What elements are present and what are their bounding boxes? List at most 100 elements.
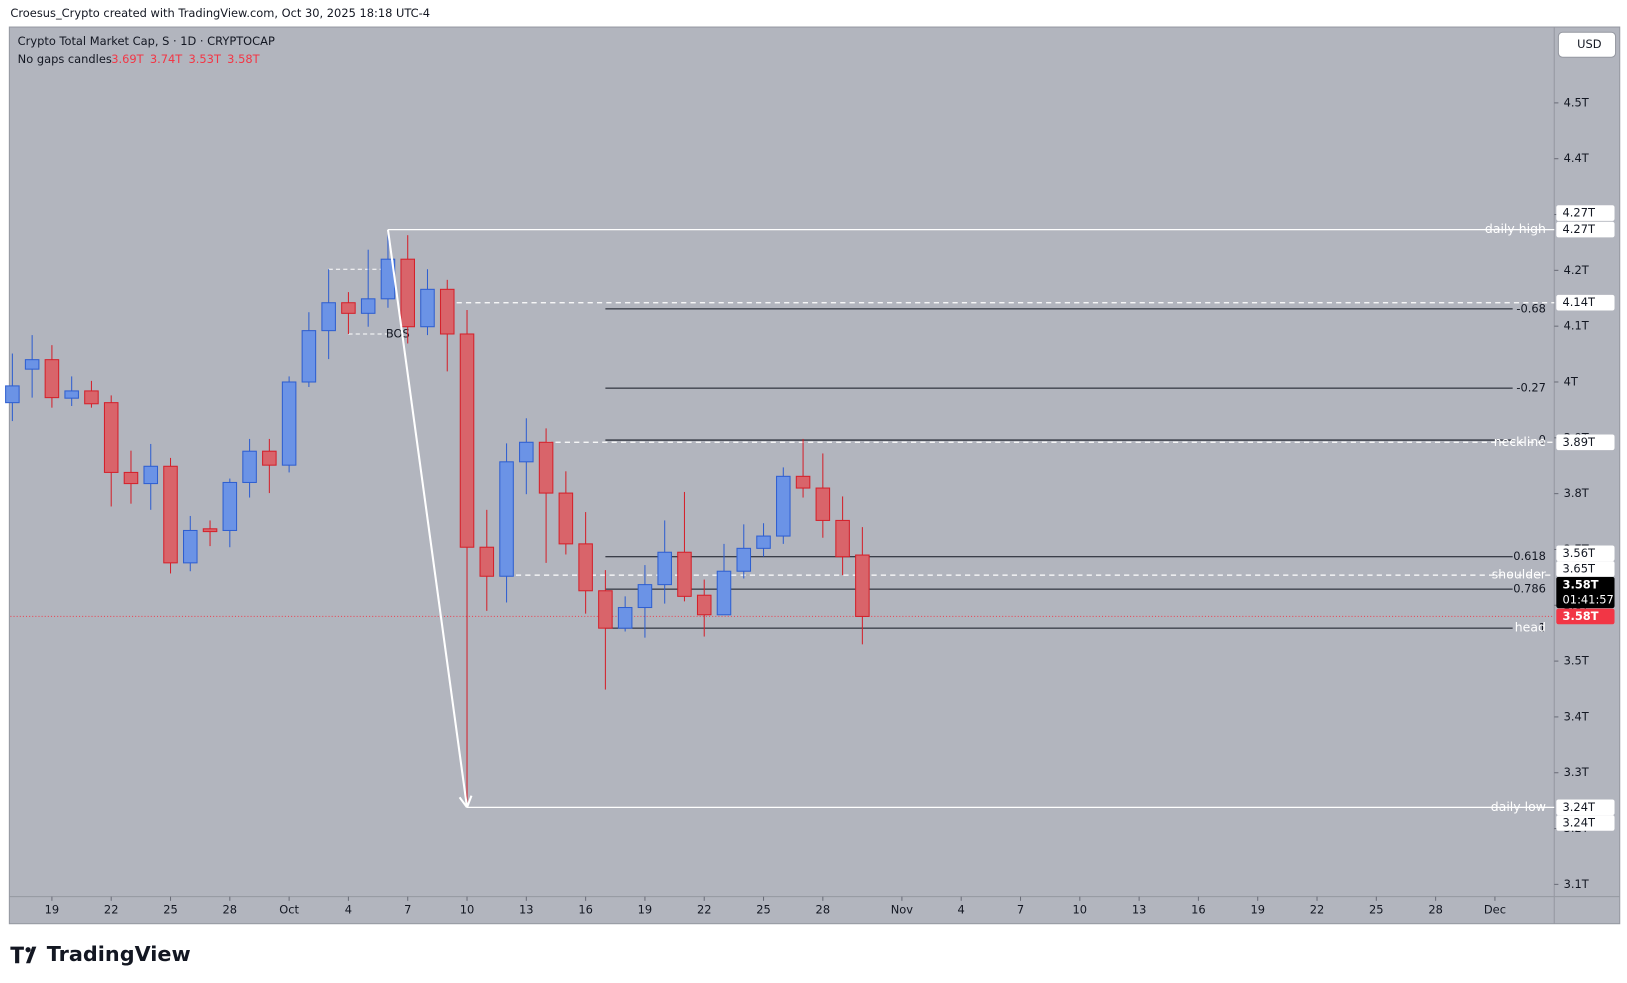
price-tag [1556, 545, 1615, 562]
x-tick-label: 4 [345, 903, 352, 917]
candle [657, 520, 672, 604]
candle [281, 376, 297, 473]
y-tick-label: 3.1T [1564, 877, 1590, 891]
price-tag-label: 3.89T [1563, 435, 1596, 449]
candle [360, 249, 376, 327]
x-tick-label: 4 [958, 903, 965, 917]
candle-body [696, 594, 712, 616]
x-tick-label: 10 [1073, 903, 1088, 917]
x-tick-label: Dec [1484, 903, 1506, 917]
price-tag-label: 4.27T [1563, 222, 1596, 236]
ohlc-value: 3.74T [150, 52, 183, 66]
x-tick-label: 22 [104, 903, 119, 917]
candle [459, 309, 475, 808]
candle [617, 596, 633, 632]
candle [64, 376, 79, 406]
candle [835, 496, 850, 576]
candle-body [736, 547, 752, 572]
x-tick-label: 10 [460, 903, 475, 917]
candle [341, 292, 356, 334]
candle [696, 579, 712, 637]
candle-body [776, 475, 791, 537]
candle-body [598, 590, 613, 629]
x-tick-label: 19 [638, 903, 653, 917]
bos-text: BOS [386, 326, 410, 340]
candle [637, 565, 653, 638]
price-tag-label: 3.24T [1563, 815, 1596, 829]
candle [519, 418, 534, 495]
candle-body [459, 333, 475, 548]
y-tick-label: 4.2T [1564, 263, 1590, 277]
candle-body [321, 302, 336, 332]
plot-area: -0.68 -0.27 0 0.618 0.786 1 daily high neckline… [5, 221, 1555, 814]
candle-body [301, 330, 317, 383]
x-tick-label: 16 [1191, 903, 1206, 917]
candle [183, 515, 198, 572]
x-tick-label: 28 [223, 903, 238, 917]
chart-frame [8, 26, 1621, 925]
annotation-text: daily low [1491, 799, 1546, 814]
candle-body [242, 450, 257, 483]
price-tag-label: 3.56T [1563, 546, 1596, 560]
candle [598, 570, 613, 690]
fib-label: -0.27 [1516, 381, 1546, 395]
y-tick-label: 4T [1564, 374, 1579, 388]
candle [538, 428, 554, 563]
candle [400, 235, 415, 344]
annotation-text: daily high [1485, 221, 1546, 236]
candle-body [222, 481, 238, 531]
candle [24, 335, 40, 398]
candle [420, 269, 435, 336]
candle-body [439, 288, 455, 335]
y-tick-label: 3.8T [1564, 486, 1590, 500]
candle-body [262, 450, 277, 466]
x-tick-label: 25 [756, 903, 771, 917]
annotation-text: neckline [1494, 434, 1546, 449]
candle [736, 524, 752, 579]
candle-body [84, 390, 99, 405]
candle [5, 353, 20, 422]
candle-body [103, 402, 119, 473]
fib-label: 0 [1539, 433, 1546, 447]
arrow-head [466, 795, 473, 808]
x-tick-label: 25 [1369, 903, 1384, 917]
currency-button[interactable] [1557, 31, 1617, 58]
candle [222, 478, 238, 548]
x-tick-label: 19 [1250, 903, 1265, 917]
x-tick-label: 7 [404, 903, 411, 917]
candle-body [360, 298, 376, 314]
brand-name: TradingView [47, 942, 191, 966]
x-tick-label: 28 [816, 903, 831, 917]
candle-body [716, 570, 732, 616]
candle [776, 467, 791, 544]
ohlc-value: 3.69T [111, 52, 144, 66]
candle-body [24, 359, 40, 370]
annotation-text: head [1515, 620, 1546, 635]
price-tag [1556, 294, 1615, 311]
candle [795, 438, 811, 498]
candle-body [5, 385, 20, 404]
candle [202, 520, 218, 547]
logo-dot [25, 947, 31, 953]
price-tag [1556, 434, 1615, 451]
candle [815, 453, 831, 538]
x-tick-label: 22 [1310, 903, 1325, 917]
candle-body [281, 381, 297, 466]
price-tag-label: 3.65T [1563, 561, 1596, 575]
candle-body [202, 528, 218, 533]
candle-body [657, 551, 672, 586]
candle-body [835, 519, 850, 558]
candle [558, 471, 574, 555]
currency-label[interactable]: USD [1577, 37, 1602, 51]
logo-shape [10, 946, 37, 964]
candle [242, 438, 257, 498]
candle [855, 527, 870, 645]
y-tick-label: 4.1T [1564, 319, 1590, 333]
candle-body [143, 465, 159, 485]
candle [677, 491, 692, 602]
candle-body [558, 492, 574, 545]
y-tick-label: 4.4T [1564, 151, 1590, 165]
candle-body [499, 461, 514, 577]
